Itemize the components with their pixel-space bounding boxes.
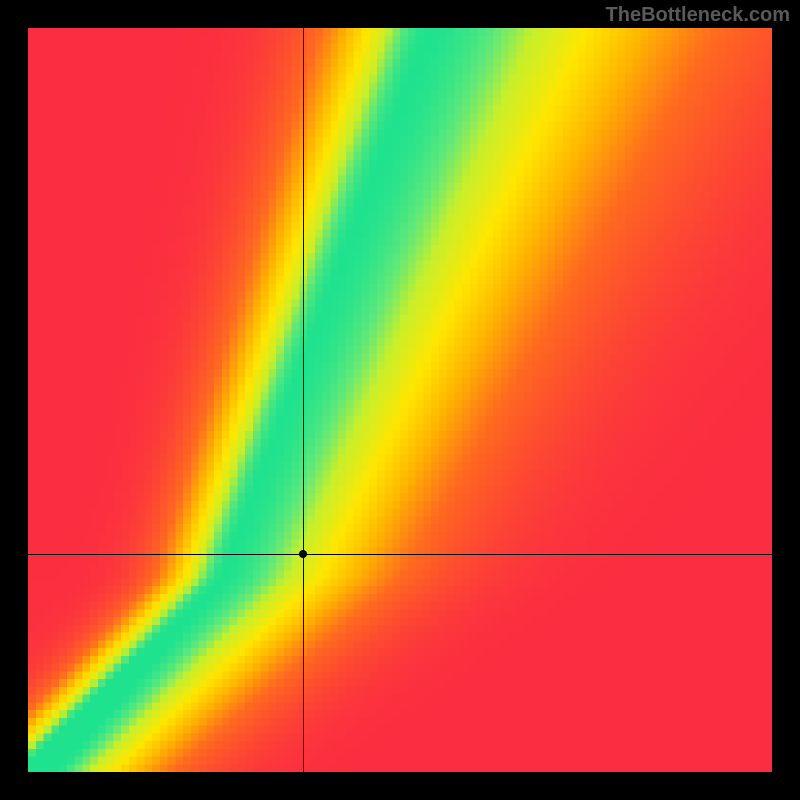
selection-marker[interactable]	[299, 550, 307, 558]
watermark-text: TheBottleneck.com	[606, 4, 790, 27]
heatmap-canvas	[28, 28, 772, 772]
chart-container: TheBottleneck.com	[0, 0, 800, 800]
crosshair-horizontal	[28, 554, 772, 555]
heatmap-plot	[28, 28, 772, 772]
crosshair-vertical	[303, 28, 304, 772]
